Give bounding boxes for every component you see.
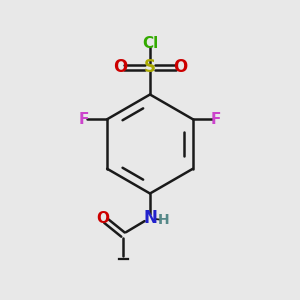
Text: O: O (173, 58, 187, 76)
Text: H: H (158, 213, 169, 226)
Text: O: O (96, 211, 109, 226)
Text: Cl: Cl (142, 36, 158, 51)
Text: N: N (143, 209, 157, 227)
Text: O: O (113, 58, 127, 76)
Text: S: S (144, 58, 156, 76)
Text: F: F (211, 112, 221, 127)
Text: F: F (79, 112, 89, 127)
